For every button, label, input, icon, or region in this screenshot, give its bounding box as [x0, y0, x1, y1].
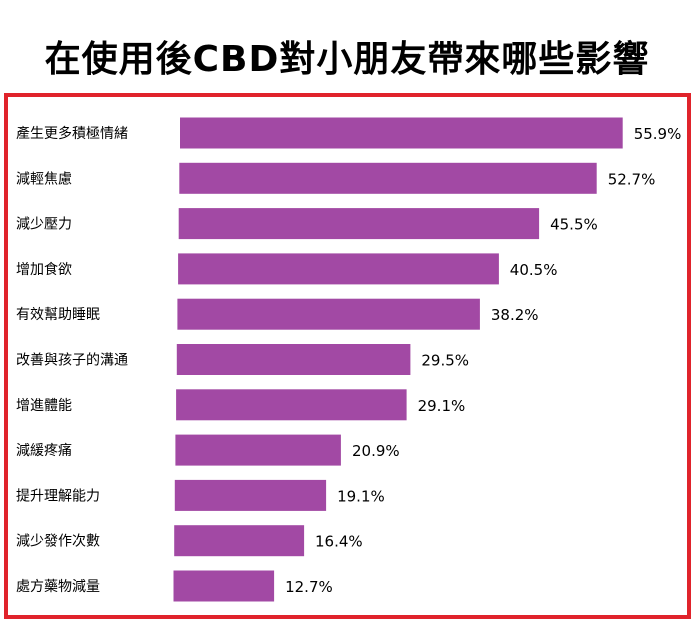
chart-frame: 產生更多積極情緒 55.9% 減輕焦慮 52.7% 減少壓力 45.5% 增加食欲 40.5%… [4, 93, 691, 619]
bar-2 [179, 162, 597, 194]
value-label-9: 19.1% [337, 487, 385, 505]
category-label-11: 處方藥物減量 [16, 578, 100, 595]
value-label-6: 29.5% [421, 352, 469, 370]
bar-5 [177, 298, 480, 330]
bar-7 [176, 389, 407, 421]
bar-10 [174, 525, 305, 557]
value-label-11: 12.7% [285, 578, 333, 596]
value-label-3: 45.5% [550, 216, 598, 234]
value-label-10: 16.4% [315, 533, 363, 551]
value-label-7: 29.1% [418, 397, 466, 415]
category-label-6: 改善與孩子的溝通 [16, 353, 128, 369]
category-label-3: 減少壓力 [16, 216, 72, 233]
value-label-2: 52.7% [608, 170, 656, 188]
category-label-10: 減少發作次數 [16, 533, 100, 550]
bar-chart: 產生更多積極情緒 55.9% 減輕焦慮 52.7% 減少壓力 45.5% 增加食欲 40.5%… [16, 117, 682, 602]
value-label-1: 55.9% [634, 125, 682, 143]
value-label-5: 38.2% [491, 306, 539, 324]
category-label-8: 減緩疼痛 [16, 442, 72, 459]
category-label-5: 有效幫助睡眠 [16, 307, 100, 323]
bar-11 [173, 570, 275, 602]
category-label-7: 增進體能 [16, 398, 72, 414]
value-label-8: 20.9% [352, 442, 400, 460]
category-label-9: 提升理解能力 [16, 488, 100, 504]
bar-6 [176, 344, 411, 375]
bar-1 [180, 117, 623, 149]
category-label-4: 增加食欲 [16, 261, 72, 278]
bar-4 [178, 253, 499, 285]
chart-title: 在使用後CBD對小朋友帶來哪些影響 [44, 39, 650, 80]
bar-3 [178, 208, 540, 240]
value-label-4: 40.5% [510, 261, 558, 279]
category-label-1: 產生更多積極情緒 [16, 125, 128, 142]
bar-8 [175, 434, 341, 466]
category-label-2: 減輕焦慮 [16, 170, 72, 187]
bar-9 [174, 479, 327, 511]
